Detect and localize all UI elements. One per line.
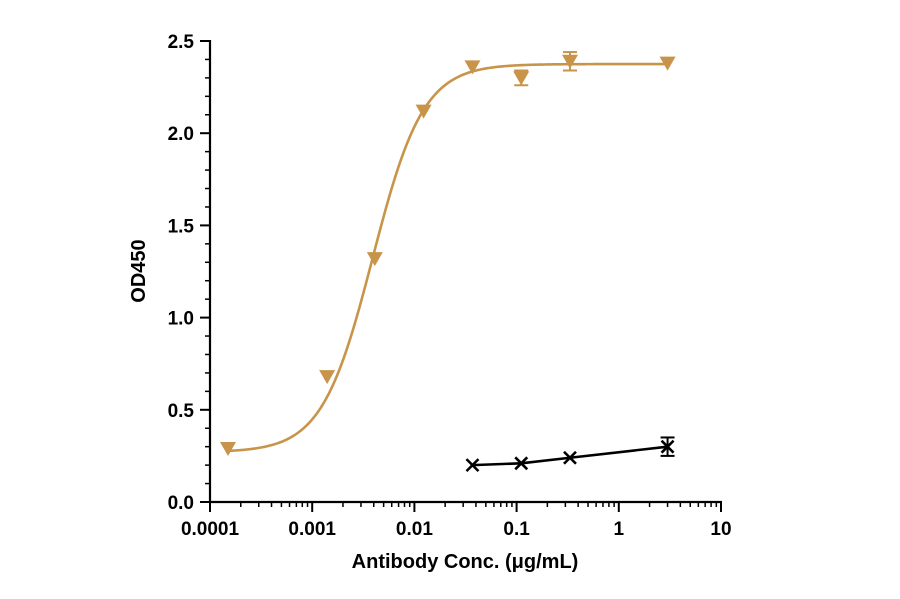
y-axis-title: OD450 bbox=[128, 239, 150, 302]
data-point-triangle bbox=[659, 56, 676, 71]
x-tick-label: 1 bbox=[614, 519, 625, 540]
data-point-triangle bbox=[561, 54, 578, 69]
data-point-x bbox=[514, 456, 529, 471]
y-tick-label: 0.0 bbox=[168, 493, 194, 514]
data-point-triangle bbox=[513, 71, 530, 86]
x-tick-label: 0.01 bbox=[396, 519, 433, 540]
x-stroke bbox=[563, 450, 577, 465]
axes: 0.0 0.5 1.0 1.5 2.0 2.5 0.0001 0.001 0.01 0.1 1 10 bbox=[168, 32, 732, 540]
data-point-triangle bbox=[366, 252, 383, 267]
data-point-triangle bbox=[415, 104, 432, 119]
y-tick-label: 1.0 bbox=[168, 309, 194, 330]
x-stroke bbox=[465, 458, 480, 473]
data-point-x bbox=[660, 439, 675, 454]
x-axis-title: Antibody Conc. (μg/mL) bbox=[352, 551, 579, 573]
x-tick-label: 0.0001 bbox=[181, 519, 240, 540]
data-point-x bbox=[465, 458, 480, 473]
x-tick-label: 0.1 bbox=[503, 519, 530, 540]
y-tick-label: 2.0 bbox=[168, 124, 194, 145]
series-line bbox=[472, 445, 668, 467]
fit-curve bbox=[227, 62, 668, 453]
data-point-triangle bbox=[319, 370, 336, 385]
data-point-x bbox=[563, 450, 577, 465]
y-tick-label: 2.5 bbox=[168, 32, 195, 53]
x-stroke bbox=[514, 456, 529, 471]
x-stroke bbox=[660, 439, 675, 454]
data-marks bbox=[219, 51, 676, 473]
y-tick-label: 1.5 bbox=[168, 216, 195, 237]
data-point-triangle bbox=[464, 60, 481, 75]
y-tick-label: 0.5 bbox=[168, 401, 195, 422]
x-tick-label: 0.001 bbox=[288, 519, 336, 540]
x-tick-label: 10 bbox=[710, 519, 731, 540]
data-point-triangle bbox=[219, 442, 236, 457]
